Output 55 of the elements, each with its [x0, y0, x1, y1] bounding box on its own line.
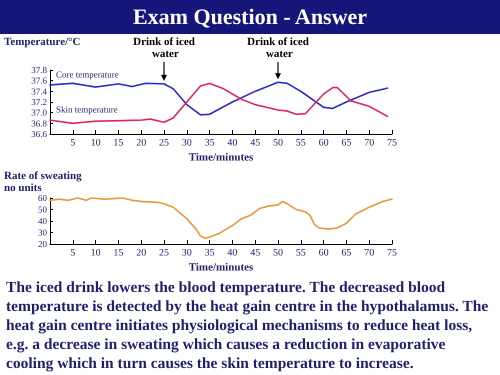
- x-tick-label: 40: [227, 248, 238, 258]
- line-series: [49, 81, 388, 116]
- y-tick-label: 50: [38, 204, 48, 214]
- y-tick-label: 36.6: [31, 129, 48, 139]
- chart-title: Exam Question - Answer: [0, 0, 500, 34]
- x-tick-label: 60: [318, 248, 329, 258]
- series-label: Skin temperature: [56, 104, 118, 115]
- x-tick-label: 10: [90, 248, 101, 258]
- x-tick-label: 25: [159, 138, 169, 148]
- y-tick-label: 37.8: [31, 65, 48, 75]
- x-tick-label: 70: [364, 248, 374, 258]
- y-tick-label: 37.4: [31, 86, 48, 96]
- x-tick-label: 20: [136, 248, 146, 258]
- line-series: [49, 82, 388, 124]
- y-tick-label: 37.6: [31, 76, 48, 86]
- x-tick-label: 65: [341, 138, 352, 148]
- line-series: [49, 197, 393, 240]
- y-tick-label: 40: [38, 216, 48, 226]
- x-tick-label: 40: [227, 138, 238, 148]
- y-axis-title: Rate of sweating no units: [4, 170, 84, 194]
- x-tick-label: 75: [387, 138, 397, 148]
- x-tick-label: 55: [296, 248, 306, 258]
- y-axis-title: Temperature/°C: [4, 36, 81, 48]
- y-tick-label: 36.8: [31, 118, 48, 128]
- x-tick-label: 45: [250, 248, 260, 258]
- x-tick-label: 35: [204, 138, 215, 148]
- y-tick-label: 37.0: [31, 108, 48, 118]
- x-tick-label: 5: [70, 138, 76, 148]
- text: The iced drink lowers the blood temperature. The decreased blood temperature is detected by the heat gain centre in the hypothalamus. The heat gain centre initiates physiological mechanisms to reduce heat loss, e.g. a decrease in sweating which causes a reduction in evaporative cooling which in turn causes the skin temperature to increase.: [5, 278, 490, 373]
- x-tick-label: 65: [341, 248, 352, 258]
- x-tick-label: 30: [182, 138, 192, 148]
- x-tick-label: 15: [113, 248, 124, 258]
- x-tick-label: 25: [159, 248, 169, 258]
- x-tick-label: 30: [182, 248, 192, 258]
- x-tick-label: 50: [273, 138, 283, 148]
- x-tick-label: 45: [250, 138, 260, 148]
- x-tick-label: 10: [90, 138, 101, 148]
- y-tick-label: 60: [38, 193, 48, 203]
- x-tick-label: 5: [70, 248, 76, 258]
- annotation: Drink of iced water: [247, 36, 309, 60]
- y-tick-label: 37.2: [31, 97, 47, 107]
- x-tick-label: 75: [387, 248, 397, 258]
- x-tick-label: 50: [273, 248, 283, 258]
- x-axis-title: Time/minutes: [188, 152, 254, 164]
- x-tick-label: 35: [204, 248, 215, 258]
- x-tick-label: 55: [296, 138, 306, 148]
- y-tick-label: 20: [38, 239, 48, 249]
- series-label: Core temperature: [56, 69, 119, 80]
- annotation: Drink of iced water: [133, 36, 195, 60]
- x-tick-label: 70: [364, 138, 374, 148]
- x-tick-label: 15: [113, 138, 124, 148]
- x-tick-label: 60: [318, 138, 329, 148]
- x-axis-title: Time/minutes: [188, 262, 254, 274]
- y-tick-label: 30: [38, 228, 48, 238]
- x-tick-label: 20: [136, 138, 146, 148]
